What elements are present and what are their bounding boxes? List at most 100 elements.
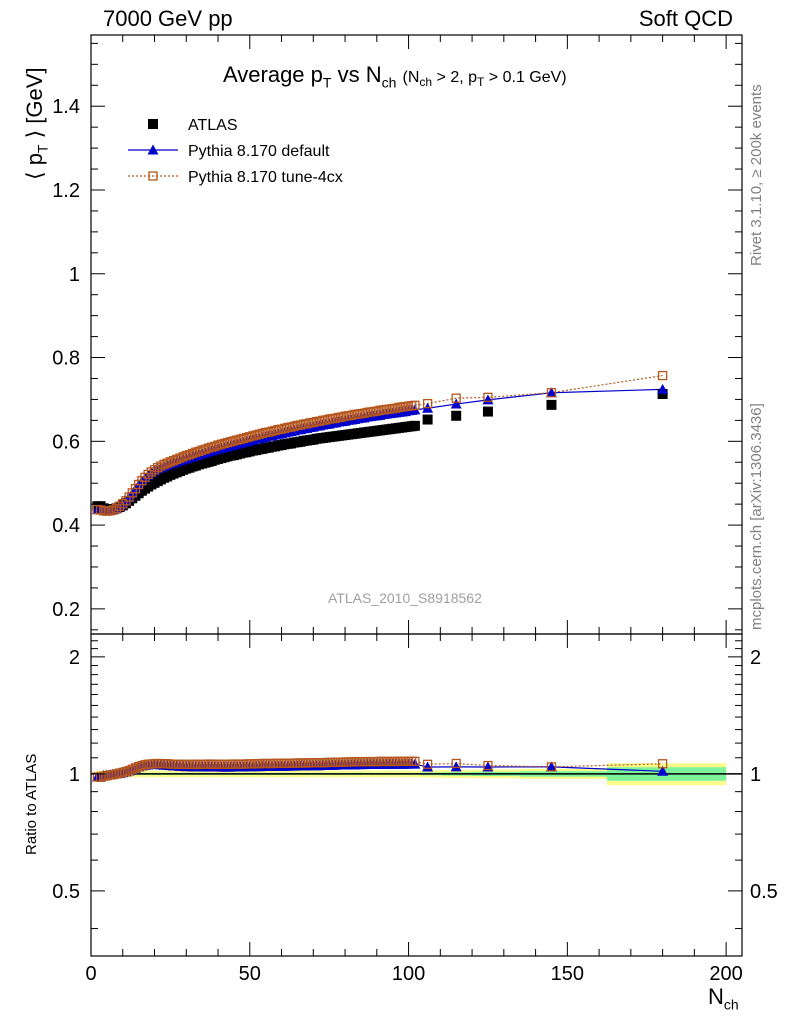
rivet-version-label: Rivet 3.1.10, ≥ 200k events <box>748 84 765 266</box>
pythia-tune4cx-point <box>140 472 150 482</box>
ratio-y-tick-label-right: 0.5 <box>750 881 778 903</box>
pythia-tune4cx-point <box>483 392 493 402</box>
ratio-pythia-tune4cx-point <box>451 758 461 769</box>
pythia-tune4cx-point <box>372 406 382 416</box>
pythia-tune4cx-point <box>118 499 128 509</box>
ratio-pythia-default-point <box>450 761 462 772</box>
pythia-tune4cx-point <box>178 452 188 462</box>
ratio-pythia-default-point <box>409 758 421 769</box>
pythia-tune4cx-point <box>238 433 249 444</box>
ratio-pythia-tune4cx-point <box>114 768 125 778</box>
ratio-pythia-tune4cx-point <box>124 765 134 776</box>
pythia-tune4cx-point <box>241 432 252 443</box>
pythia-tune4cx-point <box>207 442 217 452</box>
pythia-tune4cx-point <box>359 408 369 418</box>
pythia-tune4cx-point <box>184 450 195 460</box>
x-tick-label: 200 <box>709 963 742 985</box>
ratio-pythia-tune4cx-point <box>121 766 131 777</box>
ratio-pythia-tune4cx-point <box>133 761 144 772</box>
pythia-tune4cx-point <box>222 437 233 448</box>
y-tick-label: 1.4 <box>52 96 80 118</box>
pythia-tune4cx-point <box>226 437 236 447</box>
pythia-tune4cx-point <box>187 448 198 459</box>
ratio-y-tick-label-right: 2 <box>750 647 761 669</box>
atlas-point <box>546 399 557 410</box>
ratio-pythia-default-point <box>657 765 669 776</box>
pythia-tune4cx-point <box>156 461 166 471</box>
pythia-tune4cx-point <box>289 421 299 431</box>
ratio-pythia-tune4cx-point <box>102 771 112 781</box>
pythia-tune4cx-point <box>245 432 255 442</box>
pythia-tune4cx-point <box>219 438 230 449</box>
ratio-pythia-tune4cx-point <box>410 756 420 767</box>
mcplots-label: mcplots.cern.ch [arXiv:1306.3436] <box>748 403 765 630</box>
atlas-point <box>657 388 668 399</box>
ratio-pythia-tune4cx-point <box>657 759 668 769</box>
pythia-tune4cx-point <box>270 425 280 436</box>
legend-tune4cx-marker <box>148 171 158 181</box>
ratio-pythia-default-point <box>545 761 557 772</box>
pythia-tune4cx-point <box>330 413 341 423</box>
legend-atlas-marker <box>148 119 158 129</box>
pythia-tune4cx-point <box>105 506 115 516</box>
pythia-tune4cx-point <box>95 505 106 515</box>
pythia-tune4cx-point <box>337 412 347 422</box>
pythia-tune4cx-point <box>422 398 433 409</box>
pythia-tune4cx-point <box>168 455 179 466</box>
pythia-tune4cx-point <box>165 457 176 467</box>
pythia-tune4cx-point <box>308 417 318 428</box>
pythia-default-point <box>545 387 557 398</box>
ratio-pythia-tune4cx-point <box>95 772 106 782</box>
ratio-plot-frame <box>90 633 743 957</box>
ratio-pythia-tune4cx-point <box>111 769 122 779</box>
pythia-tune4cx-point <box>162 458 172 468</box>
ratio-pythia-tune4cx-point <box>108 769 118 780</box>
pythia-tune4cx-point <box>210 441 220 451</box>
ratio-y-tick-label: 1 <box>69 764 80 786</box>
y-tick-label: 1.2 <box>52 180 80 202</box>
pythia-tune4cx-point <box>546 388 557 398</box>
pythia-tune4cx-point <box>254 429 264 439</box>
x-tick-label: 50 <box>239 963 261 985</box>
x-tick-label: 100 <box>392 963 425 985</box>
pythia-tune4cx-point <box>391 403 401 413</box>
pythia-tune4cx-point <box>229 436 239 446</box>
atlas-point <box>422 414 433 425</box>
pythia-tune4cx-point <box>276 424 287 434</box>
pythia-tune4cx-point <box>194 446 204 457</box>
pythia-tune4cx-point <box>302 419 312 429</box>
pythia-tune4cx-point <box>197 445 207 455</box>
pythia-default-point <box>450 398 462 409</box>
pythia-tune4cx-point <box>181 450 191 461</box>
plot-title: Average pT vs Nch (Nch > 2, pT > 0.1 GeV… <box>223 62 567 91</box>
pythia-tune4cx-point <box>346 410 357 420</box>
ratio-pythia-tune4cx-point <box>546 762 557 772</box>
pythia-tune4cx-point <box>159 459 169 470</box>
ratio-y-tick-label-right: 1 <box>750 764 761 786</box>
header-category-label: Soft QCD <box>638 6 733 31</box>
ratio-pythia-tune4cx-point <box>130 763 141 773</box>
pythia-tune4cx-point <box>314 416 325 426</box>
pythia-tune4cx-point <box>321 415 331 425</box>
legend-entry-label: Pythia 8.170 default <box>188 143 330 160</box>
x-axis-label: Nch <box>708 984 739 1013</box>
pythia-tune4cx-point <box>295 420 306 430</box>
pythia-tune4cx-point <box>175 453 185 463</box>
ratio-pythia-tune4cx-point <box>137 761 147 771</box>
legend-entry-label: Pythia 8.170 tune-4cx <box>188 169 343 186</box>
atlas-point <box>451 410 462 421</box>
ratio-y-tick-label: 2 <box>69 647 80 669</box>
pythia-tune4cx-point <box>251 430 261 440</box>
ratio-y-tick-label: 0.5 <box>52 881 80 903</box>
pythia-tune4cx-point <box>203 443 214 453</box>
pythia-tune4cx-point <box>657 370 668 381</box>
legend-entry-label: ATLAS <box>188 117 238 134</box>
analysis-id-label: ATLAS_2010_S8918562 <box>328 590 482 606</box>
pythia-tune4cx-point <box>114 501 125 511</box>
ratio-pythia-tune4cx-point <box>127 764 137 774</box>
pythia-tune4cx-point <box>191 447 201 457</box>
pythia-tune4cx-point <box>257 428 268 439</box>
pythia-tune4cx-point <box>232 435 242 445</box>
atlas-point <box>482 406 493 417</box>
x-tick-label: 0 <box>85 963 96 985</box>
